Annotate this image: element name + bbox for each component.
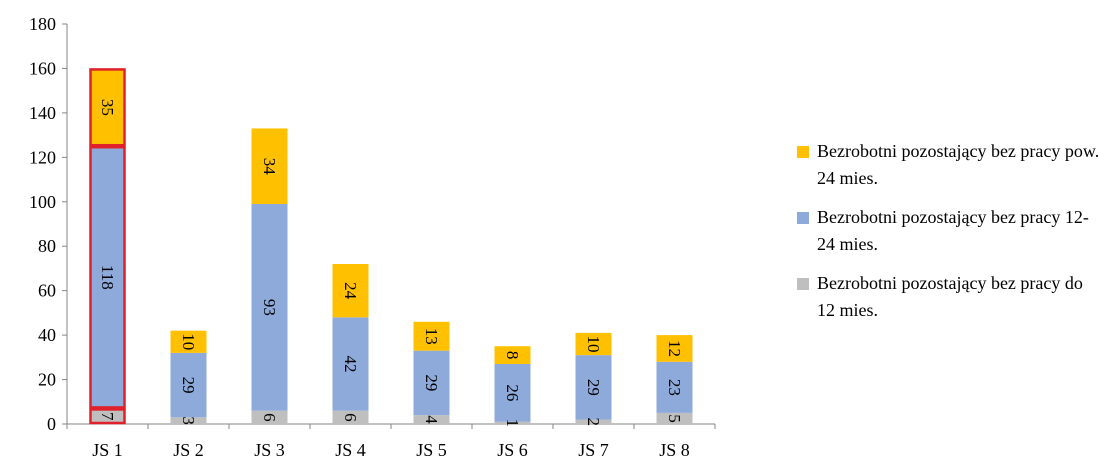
x-tick-label: JS 8 bbox=[659, 440, 690, 460]
bar-segment bbox=[656, 335, 693, 362]
data-labels: 7 118 35 3 29 10 6 93 34 6 42 24 4 29 13 1 26 8 2 29 10 5 23 12 bbox=[98, 99, 684, 427]
data-label: 6 bbox=[260, 413, 279, 422]
legend-item: Bezrobotni pozostający bez pracy pow. 24… bbox=[795, 138, 1104, 192]
bar-segment bbox=[251, 128, 288, 204]
highlight-box bbox=[89, 145, 126, 409]
data-label: 29 bbox=[179, 377, 198, 394]
data-label: 3 bbox=[179, 416, 198, 425]
bars bbox=[89, 68, 693, 424]
y-tick-label: 100 bbox=[29, 192, 56, 212]
y-tick-label: 80 bbox=[38, 236, 56, 256]
bar-segment bbox=[332, 264, 369, 318]
data-label: 10 bbox=[584, 336, 603, 353]
data-label: 42 bbox=[341, 356, 360, 373]
bar-segment bbox=[332, 410, 369, 424]
data-label: 2 bbox=[584, 418, 603, 427]
legend-item: Bezrobotni pozostający bez pracy 12-24 m… bbox=[795, 204, 1104, 258]
legend: Bezrobotni pozostający bez pracy pow. 24… bbox=[795, 138, 1104, 336]
bar-segment bbox=[170, 352, 207, 418]
data-label: 93 bbox=[260, 299, 279, 316]
x-tick-label: JS 6 bbox=[497, 440, 528, 460]
data-label: 12 bbox=[665, 340, 684, 357]
data-label: 10 bbox=[179, 333, 198, 350]
x-tick-label: JS 1 bbox=[92, 440, 123, 460]
legend-item: Bezrobotni pozostający bez pracy do 12 m… bbox=[795, 270, 1104, 324]
x-tick-label: JS 4 bbox=[335, 440, 366, 460]
y-tick-label: 60 bbox=[38, 281, 56, 301]
x-tick-label: JS 2 bbox=[173, 440, 204, 460]
data-label: 29 bbox=[584, 379, 603, 396]
x-tick-label: JS 3 bbox=[254, 440, 285, 460]
bar-segment bbox=[251, 410, 288, 424]
data-label: 1 bbox=[503, 419, 522, 428]
bar-segment bbox=[413, 350, 450, 416]
bar-segment bbox=[575, 419, 612, 424]
data-label: 35 bbox=[98, 99, 117, 116]
data-label: 34 bbox=[260, 158, 279, 176]
bar-segment bbox=[89, 146, 126, 409]
y-tick-label: 140 bbox=[29, 103, 56, 123]
bar-segment bbox=[575, 355, 612, 420]
bar-segment bbox=[656, 412, 693, 424]
legend-swatch bbox=[797, 278, 809, 290]
legend-swatch bbox=[797, 212, 809, 224]
y-tick-label: 160 bbox=[29, 58, 56, 78]
bar-segment bbox=[494, 346, 531, 364]
data-label: 118 bbox=[98, 265, 117, 290]
data-label: 6 bbox=[341, 413, 360, 422]
bar-segment bbox=[575, 332, 612, 356]
y-tick-label: 40 bbox=[38, 325, 56, 345]
bar-segment bbox=[251, 204, 288, 411]
highlight-box bbox=[89, 408, 126, 425]
bar-segment bbox=[494, 364, 531, 422]
data-label: 26 bbox=[503, 384, 522, 401]
x-tick-label: JS 5 bbox=[416, 440, 447, 460]
bar-segment bbox=[332, 317, 369, 411]
legend-label: Bezrobotni pozostający bez pracy pow. 24… bbox=[817, 141, 1100, 188]
bar-segment bbox=[170, 417, 207, 424]
bar-segment bbox=[656, 361, 693, 413]
bar-segment bbox=[413, 321, 450, 351]
highlight-box bbox=[89, 68, 126, 147]
data-label: 23 bbox=[665, 379, 684, 396]
bar-segment bbox=[89, 408, 126, 424]
legend-label: Bezrobotni pozostający bez pracy 12-24 m… bbox=[817, 207, 1089, 254]
data-label: 8 bbox=[503, 351, 522, 360]
data-label: 7 bbox=[98, 412, 117, 421]
bar-segment bbox=[170, 330, 207, 353]
y-tick-label: 120 bbox=[29, 147, 56, 167]
bar-segment bbox=[89, 68, 126, 147]
bar-segment bbox=[413, 415, 450, 424]
y-tick-label: 20 bbox=[38, 370, 56, 390]
data-label: 24 bbox=[341, 282, 360, 300]
y-tick-label: 0 bbox=[47, 414, 56, 434]
axes: 0 20 40 60 80 100 120 140 160 180 JS 1 JS 2 JS 3 JS 4… bbox=[29, 14, 716, 460]
highlight-boxes bbox=[89, 68, 126, 425]
data-label: 13 bbox=[422, 328, 441, 345]
data-label: 5 bbox=[665, 414, 684, 423]
x-tick-label: JS 7 bbox=[578, 440, 609, 460]
data-label: 4 bbox=[422, 415, 441, 424]
legend-swatch bbox=[797, 146, 809, 158]
y-tick-label: 180 bbox=[29, 14, 56, 34]
data-label: 29 bbox=[422, 374, 441, 391]
bar-segment bbox=[494, 421, 531, 424]
legend-label: Bezrobotni pozostający bez pracy do 12 m… bbox=[817, 273, 1083, 320]
